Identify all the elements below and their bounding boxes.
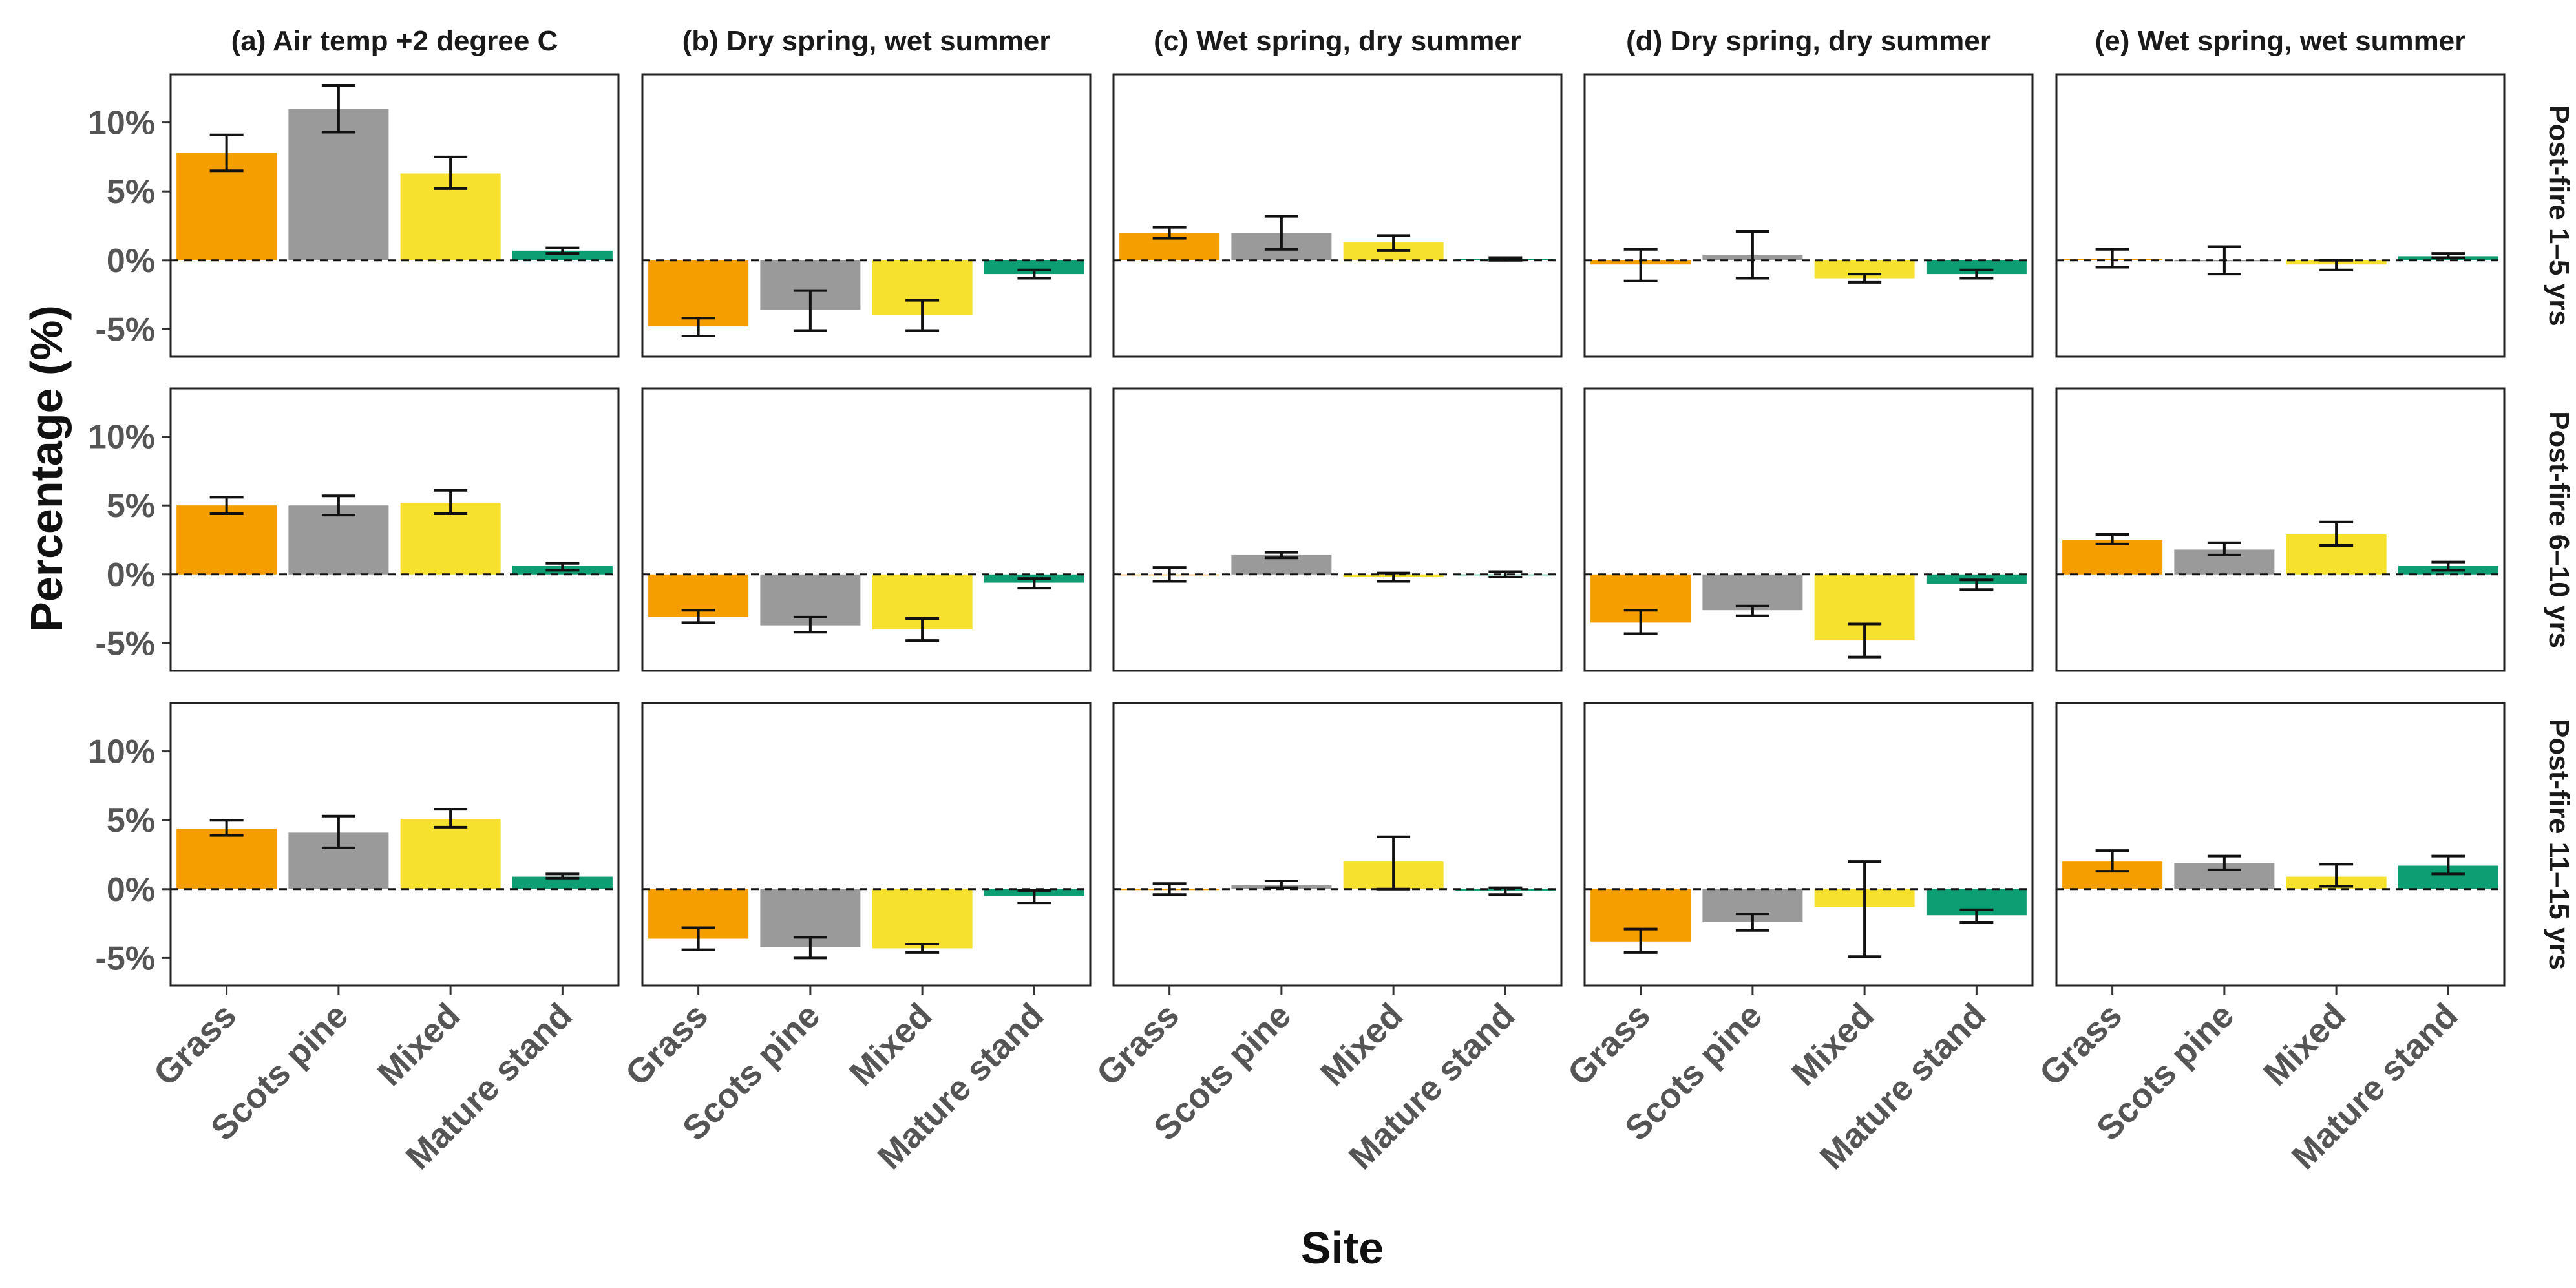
bar-mixed	[872, 889, 973, 949]
facet-panel	[169, 702, 620, 987]
y-tick-label: 10%	[88, 105, 155, 142]
panel-frame	[2055, 702, 2506, 987]
y-tick-label: 10%	[88, 419, 155, 456]
facet-panel	[1112, 702, 1563, 987]
panel-frame	[1112, 702, 1563, 987]
panel-frame	[641, 387, 1092, 672]
bar-scots-pine	[1702, 574, 1803, 611]
x-tick-label: Grass	[1089, 996, 1187, 1093]
panel-frame	[1583, 73, 2034, 358]
y-tick-label: -5%	[96, 940, 155, 977]
facet-panel	[2055, 73, 2506, 358]
row-strip-label: Post-fire 11–15 yrs	[2543, 719, 2575, 970]
facet-panel	[2055, 702, 2506, 987]
y-tick-label: 0%	[107, 871, 155, 909]
y-tick-label: 0%	[107, 556, 155, 594]
y-tick-label: 0%	[107, 242, 155, 280]
y-axis-title: Percentage (%)	[21, 305, 72, 632]
facet-panel	[641, 387, 1092, 672]
facet-title: (a) Air temp +2 degree C	[231, 25, 558, 57]
panel-frame	[2055, 73, 2506, 358]
bar-grass	[176, 505, 277, 575]
facet-panel	[641, 73, 1092, 358]
x-tick-label: Mixed	[842, 996, 940, 1093]
x-tick-label: Grass	[2032, 996, 2129, 1093]
panel-frame	[2055, 387, 2506, 672]
bar-mature-stand	[512, 250, 613, 260]
panel-frame	[169, 73, 620, 358]
bar-mature-stand	[984, 260, 1084, 275]
bar-grass	[2062, 540, 2163, 575]
facet-panel	[169, 73, 620, 358]
x-tick-label: Grass	[618, 996, 715, 1093]
y-tick-label: 5%	[107, 802, 155, 839]
x-axis-title: Site	[1301, 1223, 1384, 1273]
facet-panel	[2055, 387, 2506, 672]
x-tick-label: Mixed	[1313, 996, 1411, 1093]
facet-title: (c) Wet spring, dry summer	[1154, 25, 1521, 57]
bar-mature-stand	[1926, 260, 2027, 275]
bar-mixed	[400, 819, 501, 889]
facet-panel	[641, 702, 1092, 987]
panel-frame	[641, 73, 1092, 358]
panel-frame	[641, 702, 1092, 987]
facet-title: (b) Dry spring, wet summer	[682, 25, 1051, 57]
facet-title: (e) Wet spring, wet summer	[2095, 25, 2466, 57]
x-tick-label: Grass	[1560, 996, 1658, 1093]
facet-panel	[1583, 73, 2034, 358]
y-tick-label: 5%	[107, 487, 155, 525]
facet-panel	[1112, 387, 1563, 672]
panel-frame	[1583, 387, 2034, 672]
x-tick-label: Mixed	[2256, 996, 2354, 1093]
row-strip-label: Post-fire 6–10 yrs	[2543, 411, 2575, 648]
row-strip-label: Post-fire 1–5 yrs	[2543, 105, 2575, 326]
x-tick-label: Mixed	[370, 996, 468, 1093]
x-tick-label: Grass	[146, 996, 244, 1093]
y-tick-label: -5%	[96, 625, 155, 662]
panel-frame	[1583, 702, 2034, 987]
bar-grass	[176, 828, 277, 889]
bar-grass	[648, 260, 749, 327]
panel-frame	[1112, 73, 1563, 358]
x-tick-label: Mixed	[1784, 996, 1882, 1093]
facet-panel	[169, 387, 620, 672]
panel-frame	[169, 387, 620, 672]
facet-title: (d) Dry spring, dry summer	[1626, 25, 1991, 57]
facet-panel	[1583, 387, 2034, 672]
bar-scots-pine	[288, 109, 389, 260]
y-tick-label: -5%	[96, 311, 155, 348]
bar-scots-pine	[288, 505, 389, 575]
facet-panel	[1583, 702, 2034, 987]
facet-panel	[1112, 73, 1563, 358]
panel-frame	[169, 702, 620, 987]
y-tick-label: 10%	[88, 734, 155, 771]
bar-mature-stand	[512, 876, 613, 889]
panel-frame	[1112, 387, 1563, 672]
y-tick-label: 5%	[107, 173, 155, 211]
